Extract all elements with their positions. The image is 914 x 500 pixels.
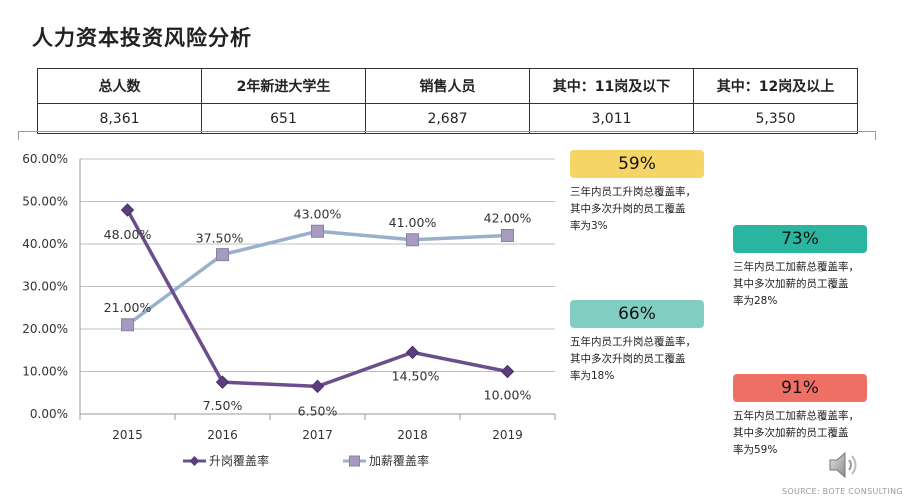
y-tick-label: 30.00% xyxy=(22,280,68,294)
stat-5yr-raise-value: 91% xyxy=(733,374,867,402)
data-label: 43.00% xyxy=(294,206,342,221)
data-label: 41.00% xyxy=(389,215,437,230)
stat-5yr-raise: 91% 五年内员工加薪总覆盖率， 其中多次加薪的员工覆盖 率为59% xyxy=(733,374,893,459)
header-new-graduates: 2年新进大学生 xyxy=(201,68,366,104)
value-new-graduates: 651 xyxy=(201,103,366,134)
data-label: 10.00% xyxy=(484,388,532,403)
data-point-promotion xyxy=(500,364,515,379)
header-grade-12-above: 其中：12岗及以上 xyxy=(693,68,858,104)
header-grade-11-below: 其中：11岗及以下 xyxy=(529,68,694,104)
data-point-promotion xyxy=(215,375,230,389)
stat-3yr-raise: 73% 三年内员工加薪总覆盖率， 其中多次加薪的员工覆盖 率为28% xyxy=(733,225,893,310)
summary-header-row: 总人数 2年新进大学生 销售人员 其中：11岗及以下 其中：12岗及以上 xyxy=(37,68,858,104)
coverage-line-chart: 0.00% 10.00% 20.00% 30.00% 40.00% 50.00% 60.00… xyxy=(22,152,556,468)
stat-3yr-promotion-value: 59% xyxy=(570,150,704,178)
header-total-staff: 总人数 xyxy=(37,68,202,104)
data-label: 21.00% xyxy=(104,300,152,315)
data-label: 14.50% xyxy=(392,368,440,383)
data-point-salary xyxy=(406,233,419,247)
stat-5yr-promotion-value: 66% xyxy=(570,300,704,328)
y-tick-label: 40.00% xyxy=(22,237,68,251)
stat-5yr-promotion-desc: 五年内员工升岗总覆盖率， 其中多次升岗的员工覆盖 率为18% xyxy=(570,336,696,382)
value-grade-12-above: 5,350 xyxy=(693,103,858,134)
data-label: 7.50% xyxy=(203,398,243,413)
x-tick-label: 2018 xyxy=(397,428,428,442)
legend-label-salary: 加薪覆盖率 xyxy=(369,453,429,468)
legend-label-promotion: 升岗覆盖率 xyxy=(209,453,269,468)
y-tick-label: 50.00% xyxy=(22,195,68,209)
x-tick-label: 2017 xyxy=(302,428,333,442)
legend-marker-promotion xyxy=(189,456,200,466)
data-point-promotion xyxy=(120,203,135,217)
data-label: 48.00% xyxy=(104,227,152,242)
legend-marker-salary xyxy=(349,455,360,467)
y-tick-label: 60.00% xyxy=(22,152,68,166)
data-point-salary xyxy=(501,229,514,242)
data-point-salary xyxy=(216,248,229,262)
x-tick-label: 2016 xyxy=(207,428,238,442)
value-total-staff: 8,361 xyxy=(37,103,202,134)
y-tick-label: 10.00% xyxy=(22,365,68,379)
stat-5yr-raise-desc: 五年内员工加薪总覆盖率， 其中多次加薪的员工覆盖 率为59% xyxy=(733,410,859,456)
stat-3yr-raise-desc: 三年内员工加薪总覆盖率， 其中多次加薪的员工覆盖 率为28% xyxy=(733,261,859,307)
data-label: 6.50% xyxy=(298,403,338,418)
stat-3yr-promotion: 59% 三年内员工升岗总覆盖率， 其中多次升岗的员工覆盖 率为3% xyxy=(570,150,730,235)
stat-3yr-raise-value: 73% xyxy=(733,225,867,253)
page-title: 人力资本投资风险分析 xyxy=(32,26,252,50)
summary-value-row: 8,361 651 2,687 3,011 5,350 xyxy=(37,103,858,134)
y-tick-label: 0.00% xyxy=(30,407,68,421)
data-point-salary xyxy=(311,224,324,238)
data-label: 37.50% xyxy=(196,231,244,246)
header-sales-staff: 销售人员 xyxy=(365,68,530,104)
data-point-promotion xyxy=(310,379,325,394)
value-grade-11-below: 3,011 xyxy=(529,103,694,134)
section-bracket xyxy=(18,131,876,140)
data-point-promotion xyxy=(405,345,420,360)
data-point-salary xyxy=(121,318,134,332)
summary-table: 总人数 2年新进大学生 销售人员 其中：11岗及以下 其中：12岗及以上 8,3… xyxy=(37,68,858,134)
y-tick-label: 20.00% xyxy=(22,322,68,336)
stat-5yr-promotion: 66% 五年内员工升岗总覆盖率， 其中多次升岗的员工覆盖 率为18% xyxy=(570,300,730,385)
value-sales-staff: 2,687 xyxy=(365,103,530,134)
x-tick-label: 2015 xyxy=(112,428,143,442)
source-note: SOURCE: BOTE CONSULTING xyxy=(782,487,903,496)
stat-3yr-promotion-desc: 三年内员工升岗总覆盖率， 其中多次升岗的员工覆盖 率为3% xyxy=(570,186,696,232)
data-label: 42.00% xyxy=(484,211,532,226)
x-tick-label: 2019 xyxy=(492,428,523,442)
speaker-icon[interactable] xyxy=(826,448,860,486)
